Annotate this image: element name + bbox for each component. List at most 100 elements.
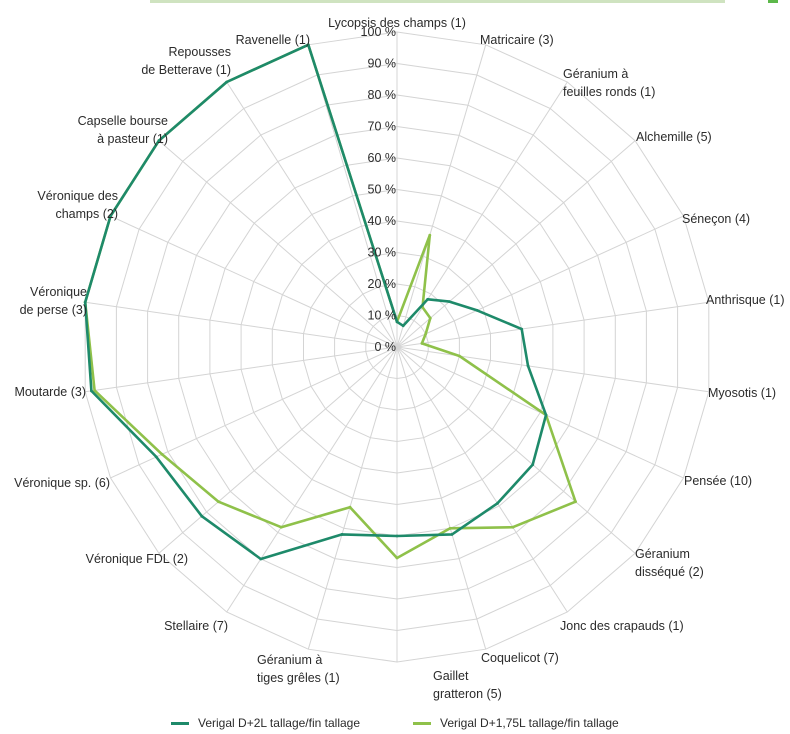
category-label-19: Capselle bourse à pasteur (1) [78,114,168,146]
grid-spoke-10 [396,346,487,650]
legend-swatch-series-1 [171,721,189,725]
category-label-6: Myosotis (1) [708,386,776,400]
series-1-point-3 [448,300,451,303]
value-tick-10: 10 % [368,309,397,323]
value-tick-80: 80 % [368,88,397,102]
series-1-point-2 [426,297,430,301]
grid-spoke-13 [226,346,398,613]
series-1-point-1 [401,324,405,328]
series-1-point-5 [520,327,524,331]
series-2-point-16 [93,389,96,392]
series-1-point-19 [157,139,161,143]
grid-spoke-3 [396,140,636,348]
category-label-12: Géranium à tiges grêles (1) [257,653,340,685]
radar-value-ticks: 0 % 10 % 20 % 30 % 40 % 50 % 60 % 70 % 80 % 90 % 1… [361,25,396,354]
grid-spoke-8 [396,346,636,554]
series-2-point-9 [511,525,515,529]
grid-spoke-20 [226,81,398,348]
radar-grid [84,31,710,663]
grid-spoke-9 [396,346,568,613]
chart-legend: Verigal D+2L tallage/fin tallage Verigal… [0,716,790,734]
series-2-point-14 [217,500,220,504]
grid-spoke-16 [85,346,398,393]
category-label-14: Véronique FDL (2) [86,552,188,566]
radar-series-layer [83,43,577,561]
top-accent-bar-left [150,0,725,3]
category-label-0: Lycopsis des champs (1) [328,16,466,30]
category-label-16: Moutarde (3) [14,385,86,399]
value-tick-50: 50 % [368,183,397,197]
category-label-5: Anthrisque (1) [706,293,785,307]
grid-spoke-19 [158,140,398,348]
legend-label-series-2: Verigal D+1,75L tallage/fin tallage [440,716,619,730]
category-label-3: Alchemille (5) [636,130,712,144]
series-1-point-12 [340,533,344,536]
top-accent-bar-right [768,0,778,3]
series-2-point-1 [428,233,432,237]
series-1-point-15 [154,455,158,459]
category-label-21: Ravenelle (1) [236,33,310,47]
value-tick-90: 90 % [368,57,397,71]
series-2-point-5 [420,342,424,345]
series-2-point-13 [279,525,283,529]
category-label-13: Stellaire (7) [164,619,228,633]
legend-label-series-1: Verigal D+2L tallage/fin tallage [198,716,360,730]
value-tick-60: 60 % [368,151,397,165]
series-1-point-9 [496,501,499,505]
series-1-point-7 [544,413,548,417]
series-1-point-20 [225,80,229,84]
series-1-point-4 [475,309,479,312]
grid-spoke-12 [307,346,398,650]
value-tick-40: 40 % [368,214,397,228]
value-tick-0: 0 % [374,340,396,354]
category-label-1: Matricaire (3) [480,33,554,47]
category-label-18: Véronique des champs (2) [37,189,118,221]
legend-item-series-2: Verigal D+1,75L tallage/fin tallage [413,716,619,730]
top-accent-strip [0,0,790,10]
series-1-point-18 [109,214,112,218]
series-2-point-15 [160,452,164,456]
series-1-point-17 [83,300,87,304]
series-1-point-11 [395,534,399,538]
series-1-point-14 [200,514,204,518]
radar-category-labels: Lycopsis des champs (1) Matricaire (3) Gér… [14,16,784,701]
series-2-point-4 [424,332,428,336]
grid-spoke-1 [396,44,487,348]
series-2-point-3 [428,316,432,320]
grid-spoke-15 [110,346,398,479]
category-label-17: Véronique de perse (3) [20,285,87,317]
series-2-point-12 [348,505,352,509]
series-1-point-6 [526,364,530,368]
category-label-2: Géranium à feuilles ronds (1) [563,67,655,99]
grid-spoke-14 [158,346,398,554]
category-label-4: Séneçon (4) [682,212,750,226]
category-label-11: Gaillet gratteron (5) [433,669,502,701]
series-2-point-11 [395,556,399,560]
grid-spoke-6 [396,346,709,393]
series-1-point-21 [306,43,310,47]
legend-item-series-1: Verigal D+2L tallage/fin tallage [171,716,360,730]
category-label-15: Véronique sp. (6) [14,476,110,490]
category-label-7: Pensée (10) [684,474,752,488]
value-tick-70: 70 % [368,120,397,134]
value-tick-30: 30 % [368,246,397,260]
series-1-point-10 [450,533,454,536]
series-1-point-13 [259,557,263,561]
grid-spoke-18 [110,215,398,348]
grid-spoke-4 [396,215,684,348]
category-label-10: Coquelicot (7) [481,651,559,665]
series-2-point-8 [574,500,577,504]
category-label-8: Géranium disséqué (2) [635,547,704,579]
legend-swatch-series-2 [413,721,431,725]
series-1-point-16 [90,389,93,393]
series-2-point-10 [448,526,452,530]
category-label-9: Jonc des crapauds (1) [560,619,684,633]
series-1-point-0 [395,320,399,324]
value-tick-100: 100 % [361,25,396,39]
grid-spoke-17 [85,301,398,348]
category-label-20: Repousses de Betterave (1) [141,45,231,77]
value-tick-20: 20 % [368,277,397,291]
grid-spoke-5 [396,301,709,348]
series-1-point-8 [531,463,535,466]
